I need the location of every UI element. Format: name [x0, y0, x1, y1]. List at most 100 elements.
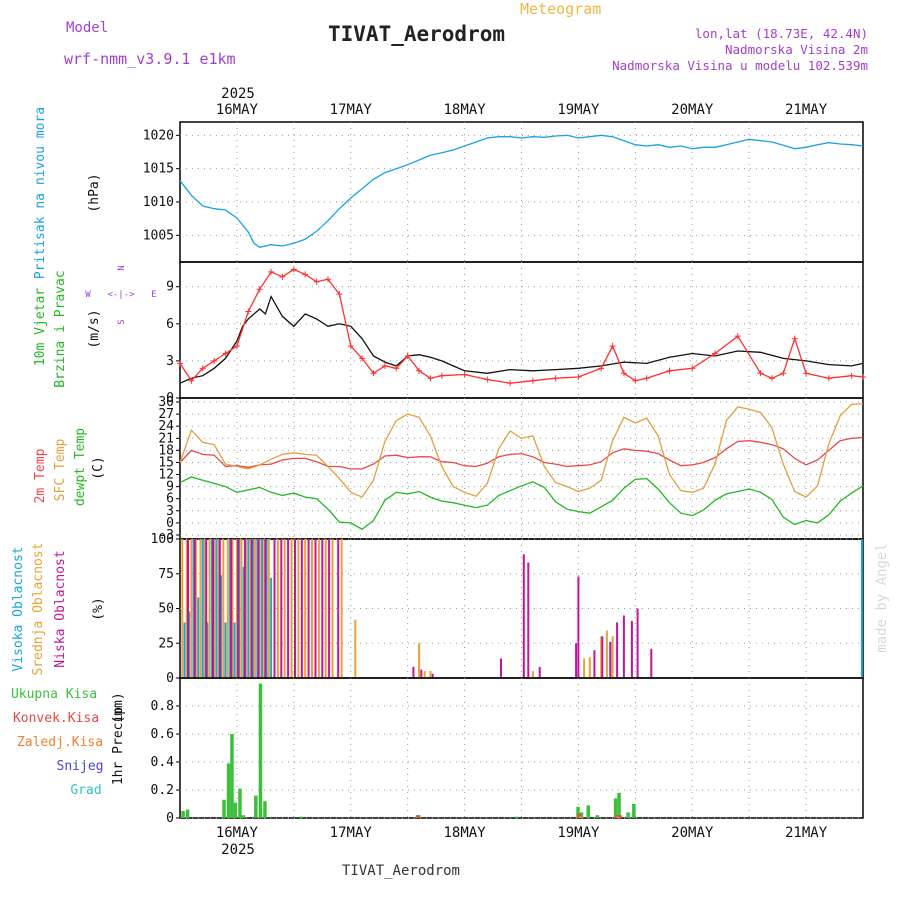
- bar-4-1: [618, 815, 622, 818]
- bar-3-0: [270, 577, 273, 678]
- model-label: Model: [66, 20, 109, 36]
- bar-3-1: [600, 636, 603, 678]
- bar-3-0: [206, 622, 209, 678]
- top-date-label: 16MAY: [216, 102, 259, 118]
- bar-3-2: [609, 641, 612, 678]
- y-tick-label: 21: [158, 431, 174, 446]
- bar-4-0: [617, 792, 621, 818]
- gust-point: [211, 357, 218, 364]
- gust-point: [575, 373, 582, 380]
- bar-3-1: [331, 539, 334, 678]
- precip-unit-label: (mm): [111, 692, 126, 723]
- sfc-temp-axis-label: SFC Temp: [53, 439, 68, 502]
- gust-point: [666, 367, 673, 374]
- bar-3-0: [192, 539, 195, 678]
- panel-frame: [179, 121, 864, 263]
- bar-3-0: [220, 575, 222, 678]
- y-tick-label: 100: [151, 532, 174, 547]
- gust-point: [848, 372, 855, 379]
- bar-3-1: [290, 539, 293, 678]
- bar-4-0: [258, 683, 263, 818]
- bottom-axis-date-labels: 16MAY 17MAY 18MAY 19MAY 20MAY 21MAY: [216, 825, 828, 841]
- bar-3-0: [251, 539, 254, 678]
- bar-3-2: [650, 648, 653, 678]
- dewpt-axis-label: dewpt Temp: [73, 428, 88, 506]
- watermark: made by Angel: [874, 543, 890, 653]
- bar-3-0: [201, 539, 204, 678]
- series-line-2-2: [179, 476, 864, 531]
- y-tick-label: 0: [166, 811, 174, 826]
- bar-3-1: [213, 539, 216, 678]
- y-tick-label: 50: [158, 602, 174, 617]
- bar-3-0: [224, 622, 227, 678]
- bar-3-1: [185, 539, 188, 678]
- bottom-date-label: 17MAY: [330, 825, 373, 841]
- y-tick-label: 3: [166, 354, 174, 369]
- bar-3-2: [307, 539, 310, 678]
- bar-3-2: [500, 658, 502, 678]
- gust-point: [256, 286, 263, 293]
- top-date-label: 21MAY: [785, 102, 828, 118]
- bar-4-0: [632, 804, 636, 818]
- bar-3-1: [340, 539, 343, 678]
- wind-unit-label: (m/s): [87, 309, 102, 348]
- top-axis-year: 2025: [221, 86, 255, 102]
- bar-3-2: [431, 673, 434, 678]
- bar-4-0: [222, 799, 226, 818]
- bar-3-2: [314, 539, 317, 678]
- gust-point: [780, 370, 787, 377]
- meteogram-label: Meteogram: [520, 0, 602, 18]
- gust-point: [609, 343, 616, 350]
- bar-4-0: [233, 802, 238, 818]
- legend-entry: Snijeg: [57, 759, 104, 774]
- bar-3-2: [420, 669, 423, 678]
- bar-3-2: [616, 622, 619, 678]
- bar-4-0: [299, 816, 304, 818]
- gust-point: [336, 291, 343, 298]
- bar-3-1: [217, 539, 220, 678]
- y-tick-label: 18: [158, 443, 174, 458]
- bar-3-1: [208, 539, 211, 678]
- y-tick-label: 30: [158, 395, 174, 410]
- y-tick-label: -3: [158, 528, 174, 543]
- bar-3-2: [237, 539, 240, 678]
- gust-point: [461, 371, 468, 378]
- panel-frame: [179, 261, 864, 399]
- bar-4-0: [230, 734, 234, 818]
- pressure-unit-label: (hPa): [87, 173, 102, 212]
- y-tick-label: 0.8: [151, 699, 174, 714]
- bar-4-0: [254, 795, 258, 818]
- bar-3-1: [324, 539, 327, 678]
- wind-axis-label: 10m Vjetar: [33, 288, 48, 366]
- bar-3-1: [423, 671, 426, 678]
- bar-3-1: [245, 539, 247, 678]
- compass-south: S: [117, 319, 127, 324]
- bar-3-1: [531, 671, 534, 678]
- gust-point: [825, 375, 832, 382]
- bar-3-2: [575, 643, 578, 679]
- gust-point: [643, 375, 650, 382]
- bar-3-2: [601, 636, 604, 678]
- cloud-panel: 0 25 50 75 100: [151, 532, 864, 686]
- gust-point: [552, 375, 559, 382]
- gust-point: [302, 271, 309, 278]
- y-tick-label: 1005: [143, 228, 174, 243]
- temp-unit-label: (C): [91, 456, 106, 479]
- elevation-label: Nadmorska Visina 2m: [725, 42, 868, 57]
- bottom-date-label: 21MAY: [785, 825, 828, 841]
- bar-4-0: [579, 812, 584, 818]
- y-tick-label: 27: [158, 407, 174, 422]
- bar-3-0: [183, 622, 186, 678]
- legend-entry: Konvek.Kisa: [13, 711, 99, 726]
- bar-3-0: [238, 539, 241, 678]
- gust-point: [734, 333, 741, 340]
- gust-point: [290, 266, 297, 273]
- high-cloud-axis-label: Visoka Oblacnost: [11, 546, 26, 671]
- bar-3-1: [249, 539, 252, 678]
- bar-3-2: [243, 539, 246, 678]
- bar-4-0: [595, 815, 600, 818]
- pressure-panel: 1005 1010 1015 1020: [143, 121, 864, 263]
- bar-3-2: [538, 666, 541, 678]
- bar-3-2: [287, 539, 290, 678]
